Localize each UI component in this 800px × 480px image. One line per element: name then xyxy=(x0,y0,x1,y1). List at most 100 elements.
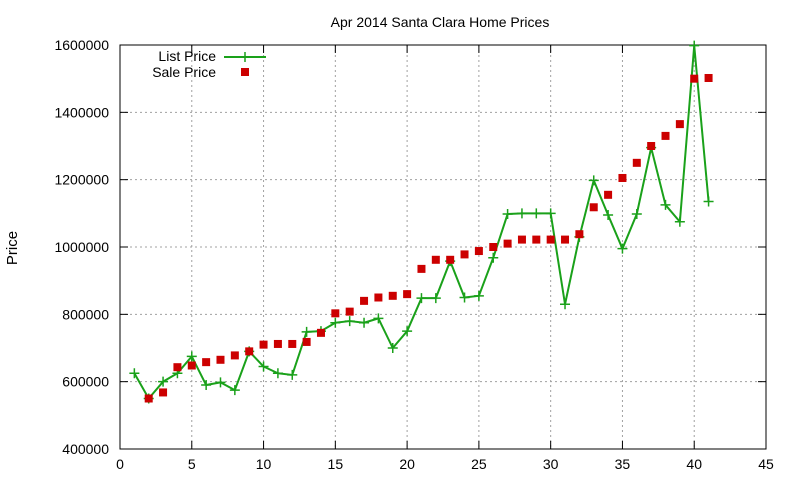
list-price-point xyxy=(488,252,499,263)
sale-price-point xyxy=(661,131,670,140)
legend-marker-sale-price xyxy=(241,68,249,76)
x-tick-label: 15 xyxy=(328,456,344,472)
sale-price-point xyxy=(618,173,627,182)
grid-lines xyxy=(120,45,766,449)
sale-price-point xyxy=(589,203,598,212)
list-price-point xyxy=(229,385,240,396)
sale-price-point xyxy=(417,264,426,273)
list-price-point xyxy=(689,40,700,51)
y-tick-label: 1000000 xyxy=(54,239,109,255)
sale-price-point xyxy=(202,358,211,367)
list-price-point xyxy=(430,293,441,304)
list-price-point xyxy=(344,316,355,327)
list-price-point xyxy=(502,209,513,220)
sale-price-point xyxy=(431,255,440,264)
list-price-point xyxy=(473,290,484,301)
x-tick-label: 25 xyxy=(471,456,487,472)
sale-price-point xyxy=(245,347,254,356)
sale-price-point xyxy=(316,328,325,337)
sale-price-point xyxy=(302,337,311,346)
sale-price-point xyxy=(647,142,656,150)
x-tick-labels: 0 5 10 15 20 25 30 35 40 45 xyxy=(116,456,774,472)
sale-price-point xyxy=(546,235,555,244)
list-price-point xyxy=(215,377,226,388)
sale-price-point xyxy=(331,309,340,318)
x-tick-label: 40 xyxy=(686,456,702,472)
list-price-point xyxy=(617,243,628,254)
legend-marker-list-price xyxy=(240,52,250,62)
sale-price-point xyxy=(690,74,699,83)
sale-price-point xyxy=(675,120,684,129)
list-price-point xyxy=(703,196,714,207)
sale-price-point xyxy=(288,339,297,348)
sale-price-point xyxy=(374,293,383,302)
x-tick-label: 10 xyxy=(256,456,272,472)
sale-price-point xyxy=(489,243,498,251)
list-price-point xyxy=(603,210,614,221)
sale-price-point xyxy=(273,339,282,348)
sale-price-point xyxy=(704,73,713,82)
sale-price-point xyxy=(173,363,182,372)
sale-price-point xyxy=(187,361,196,370)
y-tick-label: 800000 xyxy=(62,306,109,322)
list-price-point xyxy=(588,175,599,186)
sale-price-point xyxy=(446,255,455,264)
y-tick-label: 400000 xyxy=(62,441,109,457)
sale-price-point xyxy=(403,290,412,299)
list-price-point xyxy=(545,208,556,219)
list-price-point xyxy=(416,293,427,304)
y-tick-label: 600000 xyxy=(62,374,109,390)
y-tick-labels: 400000 600000 800000 1000000 1200000 1400000 1… xyxy=(54,37,109,457)
sale-price-point xyxy=(503,239,512,248)
x-tick-label: 20 xyxy=(399,456,415,472)
sale-price-point xyxy=(561,235,570,244)
x-tick-label: 45 xyxy=(758,456,774,472)
sale-price-point xyxy=(159,388,168,397)
list-price-point xyxy=(129,368,140,379)
sale-price-point xyxy=(575,230,584,239)
list-price-point xyxy=(186,351,197,362)
sale-price-point xyxy=(517,235,526,244)
sale-price-point xyxy=(460,250,469,259)
legend-label-list-price: List Price xyxy=(158,48,216,64)
list-price-point xyxy=(531,208,542,219)
sale-price-point xyxy=(216,355,225,364)
sale-price-point xyxy=(632,158,641,167)
legend: List Price Sale Price xyxy=(152,48,266,80)
list-price-point xyxy=(674,216,685,227)
sale-price-point xyxy=(360,296,369,305)
chart-title: Apr 2014 Santa Clara Home Prices xyxy=(331,14,550,30)
x-tick-label: 5 xyxy=(188,456,196,472)
list-price-point xyxy=(516,208,527,219)
list-price-point xyxy=(359,317,370,328)
sale-price-point xyxy=(474,247,483,256)
x-tick-label: 35 xyxy=(615,456,631,472)
list-price-point xyxy=(402,326,413,337)
list-price-point xyxy=(459,292,470,303)
list-price-point xyxy=(631,209,642,220)
list-price-point xyxy=(272,368,283,379)
y-axis-title: Price xyxy=(4,231,21,265)
list-price-point xyxy=(201,380,212,391)
y-tick-label: 1200000 xyxy=(54,172,109,188)
list-price-point xyxy=(387,343,398,353)
sale-price-point xyxy=(604,190,613,199)
list-price-point xyxy=(560,299,571,310)
sale-price-point xyxy=(532,235,541,244)
list-price-point xyxy=(660,199,671,210)
list-price-point xyxy=(258,361,269,372)
list-price-point xyxy=(287,369,298,380)
series-list-price xyxy=(129,40,714,404)
x-tick-label: 0 xyxy=(116,456,124,472)
x-tick-label: 30 xyxy=(543,456,559,472)
y-tick-label: 1400000 xyxy=(54,104,109,120)
sale-price-point xyxy=(230,351,239,360)
sale-price-point xyxy=(144,394,153,403)
y-tick-label: 1600000 xyxy=(54,37,109,53)
sale-price-point xyxy=(345,307,354,316)
list-price-point xyxy=(158,376,169,387)
legend-label-sale-price: Sale Price xyxy=(152,64,216,80)
sale-price-point xyxy=(259,340,268,349)
series-sale-price xyxy=(144,73,713,403)
